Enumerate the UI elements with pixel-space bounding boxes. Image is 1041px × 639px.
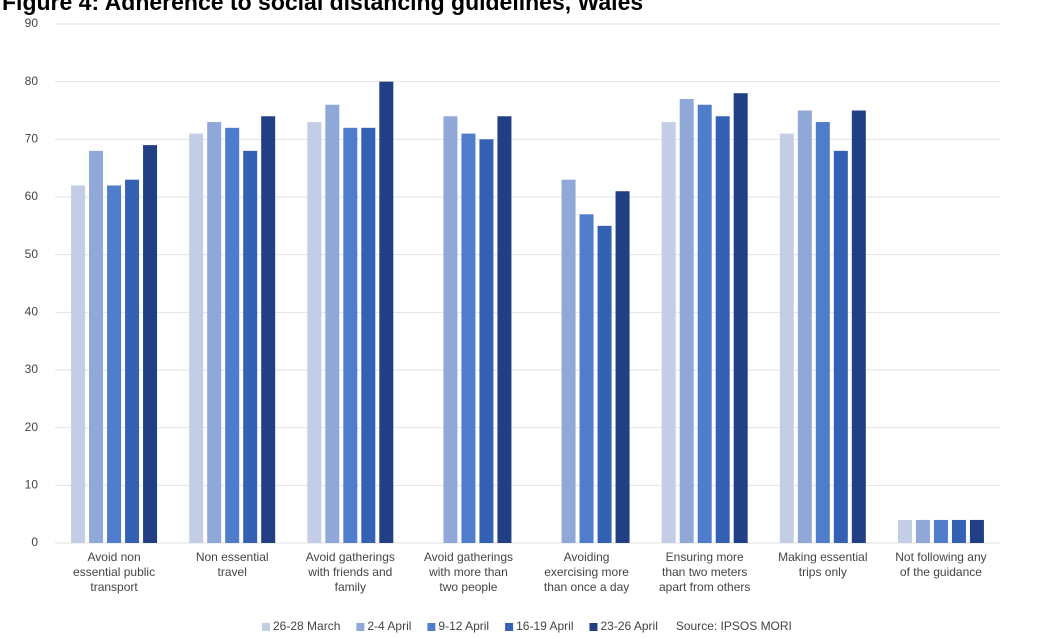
source-note: Source: IPSOS MORI bbox=[676, 619, 792, 633]
bar bbox=[497, 116, 512, 544]
bar bbox=[679, 98, 694, 543]
legend-label: 26-28 March bbox=[273, 619, 340, 633]
x-tick-label: Not following any of the guidance bbox=[895, 550, 986, 579]
x-tick-label: Avoiding exercising more than once a day bbox=[544, 550, 629, 594]
legend-swatch bbox=[589, 623, 598, 631]
bar bbox=[915, 519, 930, 543]
bar bbox=[797, 110, 812, 543]
x-tick-label: Avoid non essential public transport bbox=[73, 550, 155, 594]
bar bbox=[189, 133, 204, 544]
legend-swatch bbox=[262, 623, 270, 631]
bar bbox=[597, 225, 612, 544]
bar bbox=[207, 122, 222, 544]
bar bbox=[897, 519, 912, 543]
bar bbox=[343, 127, 358, 544]
bar bbox=[561, 179, 576, 543]
y-tick-label: 40 bbox=[25, 305, 39, 319]
bar bbox=[307, 122, 322, 544]
bar bbox=[71, 185, 86, 543]
x-tick-label: Ensuring more than two meters apart from o… bbox=[659, 550, 750, 594]
bar bbox=[715, 116, 730, 544]
bar bbox=[833, 150, 848, 543]
legend-swatch bbox=[356, 623, 365, 631]
bar bbox=[615, 191, 630, 543]
bar bbox=[461, 133, 476, 544]
chart-title: Figure 4: Adherence to social distancing… bbox=[2, 0, 643, 15]
y-tick-label: 0 bbox=[31, 535, 38, 549]
bar bbox=[125, 179, 140, 543]
bar bbox=[479, 139, 494, 544]
x-tick-label: Avoid gatherings with more than two people bbox=[424, 550, 513, 594]
x-tick-label: Making essential trips only bbox=[778, 550, 867, 579]
bar bbox=[733, 93, 748, 543]
bar bbox=[969, 519, 984, 543]
bar bbox=[143, 145, 158, 543]
y-tick-label: 20 bbox=[25, 420, 39, 434]
bar bbox=[443, 116, 458, 544]
bar bbox=[697, 104, 712, 543]
legend-label: 9-12 April bbox=[438, 619, 489, 633]
bar bbox=[225, 127, 240, 544]
bar bbox=[361, 127, 376, 544]
y-tick-label: 80 bbox=[25, 74, 39, 88]
y-tick-label: 10 bbox=[25, 478, 39, 492]
bar bbox=[815, 122, 830, 544]
bar bbox=[325, 104, 340, 543]
bar bbox=[951, 519, 966, 543]
y-tick-label: 90 bbox=[25, 16, 39, 30]
legend-label: 23-26 April bbox=[600, 619, 657, 633]
bar bbox=[851, 110, 866, 543]
legend-swatch bbox=[505, 623, 514, 631]
bar bbox=[107, 185, 122, 543]
bar bbox=[379, 81, 394, 544]
bar bbox=[243, 150, 258, 543]
y-tick-label: 70 bbox=[25, 132, 39, 146]
legend-label: 16-19 April bbox=[516, 619, 573, 633]
y-tick-label: 30 bbox=[25, 362, 39, 376]
y-tick-label: 50 bbox=[25, 247, 39, 261]
y-tick-label: 60 bbox=[25, 189, 39, 203]
bar bbox=[579, 214, 594, 544]
bar bbox=[661, 122, 676, 544]
bar bbox=[933, 519, 948, 543]
bar bbox=[779, 133, 794, 544]
x-tick-label: Avoid gatherings with friends and family bbox=[306, 550, 395, 594]
bar bbox=[89, 150, 104, 543]
legend-label: 2-4 April bbox=[367, 619, 411, 633]
bar bbox=[261, 116, 276, 544]
x-tick-label: Non essential travel bbox=[196, 550, 269, 579]
legend-swatch bbox=[427, 623, 436, 631]
